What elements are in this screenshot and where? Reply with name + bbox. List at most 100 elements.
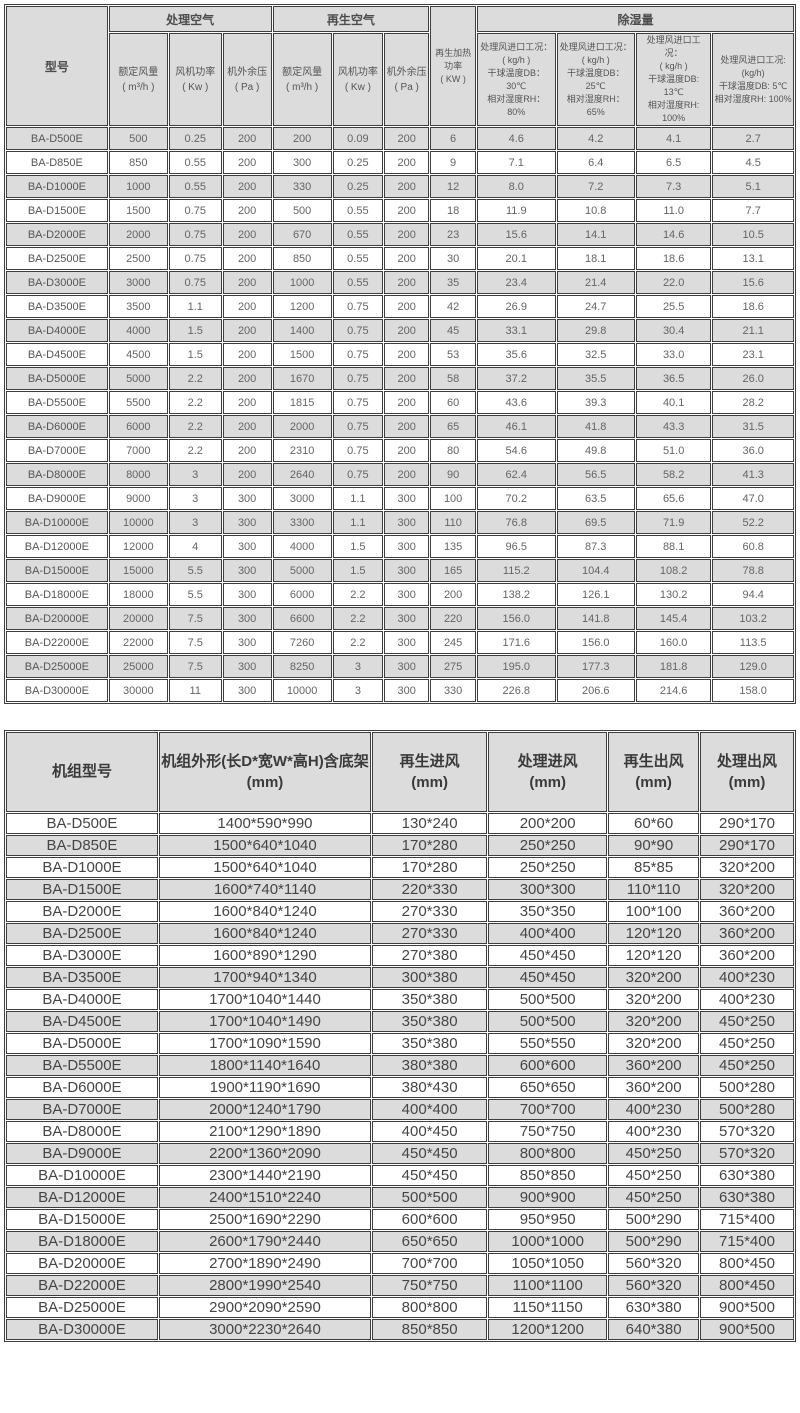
table-row: BA-D850E 850 0.55 200 300 0.25 200 9 7.1 6.4 6.5 4.…: [6, 151, 794, 175]
value-cell: 0.75: [168, 271, 222, 295]
value-cell: 360*200: [608, 1077, 699, 1099]
value-cell: 12: [430, 175, 477, 199]
value-cell: 214.6: [635, 679, 712, 703]
model-cell: BA-D1000E: [6, 175, 108, 199]
model-cell: BA-D500E: [6, 813, 158, 835]
value-cell: 200: [222, 199, 272, 223]
model-cell: BA-D8000E: [6, 1121, 158, 1143]
value-cell: 3: [168, 487, 222, 511]
value-cell: 200: [222, 415, 272, 439]
value-cell: 5500: [108, 391, 168, 415]
value-cell: 270*330: [372, 923, 488, 945]
col-header-process-external-pressure: 机外余压( Pa ): [222, 33, 272, 127]
col-header-regen-rated-airflow: 额定风量( m³/h ): [272, 33, 332, 127]
value-cell: 0.09: [332, 127, 384, 151]
value-cell: 9000: [108, 487, 168, 511]
value-cell: 10000: [108, 511, 168, 535]
value-cell: 550*550: [488, 1033, 608, 1055]
model-cell: BA-D3000E: [6, 271, 108, 295]
value-cell: 850: [272, 247, 332, 271]
col-header-process-outlet: 处理出风 (mm): [700, 732, 794, 813]
value-cell: 5.5: [168, 583, 222, 607]
value-cell: 1150*1150: [488, 1297, 608, 1319]
value-cell: 200: [430, 583, 477, 607]
value-cell: 0.55: [168, 175, 222, 199]
value-cell: 2500*1690*2290: [158, 1209, 372, 1231]
value-cell: 120*120: [608, 945, 699, 967]
model-cell: BA-D2500E: [6, 247, 108, 271]
value-cell: 96.5: [477, 535, 556, 559]
value-cell: 400*230: [700, 967, 794, 989]
value-cell: 1500*640*1040: [158, 835, 372, 857]
value-cell: 320*200: [608, 1011, 699, 1033]
col-header-unit-outline: 机组外形(长D*宽W*高H)含底架 (mm): [158, 732, 372, 813]
value-cell: 300: [384, 535, 430, 559]
model-cell: BA-D10000E: [6, 1165, 158, 1187]
value-cell: 76.8: [477, 511, 556, 535]
dimension-table-header: 机组型号 机组外形(长D*宽W*高H)含底架 (mm) 再生进风 (mm) 处理进风…: [6, 732, 794, 813]
value-cell: 200: [222, 247, 272, 271]
value-cell: 200: [384, 223, 430, 247]
table-row: BA-D5000E 5000 2.2 200 1670 0.75 200 58 37.2 35.5…: [6, 367, 794, 391]
value-cell: 245: [430, 631, 477, 655]
table-row: BA-D10000E 2300*1440*2190 450*450 850*850 45…: [6, 1165, 794, 1187]
value-cell: 800*450: [700, 1275, 794, 1297]
col-header-condition-db13-rh100: 处理风进口工况：( kg/h ) 干球温度DB: 13℃ 相对湿度RH: 100%: [635, 33, 712, 127]
table-row: BA-D30000E 30000 11 300 10000 3 300 330 226.8 206…: [6, 679, 794, 703]
value-cell: 3300: [272, 511, 332, 535]
value-cell: 0.25: [332, 151, 384, 175]
value-cell: 450*450: [488, 967, 608, 989]
value-cell: 110*110: [608, 879, 699, 901]
value-cell: 360*200: [700, 945, 794, 967]
value-cell: 35.5: [556, 367, 635, 391]
table-row: BA-D25000E 2900*2090*2590 800*800 1150*1150…: [6, 1297, 794, 1319]
table-row: BA-D30000E 3000*2230*2640 850*850 1200*1200…: [6, 1319, 794, 1341]
value-cell: 29.8: [556, 319, 635, 343]
value-cell: 300: [384, 583, 430, 607]
value-cell: 36.5: [635, 367, 712, 391]
value-cell: 200: [222, 151, 272, 175]
value-cell: 0.75: [168, 223, 222, 247]
value-cell: 400*450: [372, 1121, 488, 1143]
value-cell: 0.75: [332, 295, 384, 319]
table-row: BA-D1000E 1500*640*1040 170*280 250*250 85*8…: [6, 857, 794, 879]
value-cell: 2000*1240*1790: [158, 1099, 372, 1121]
value-cell: 560*320: [608, 1275, 699, 1297]
value-cell: 3: [332, 655, 384, 679]
value-cell: 195.0: [477, 655, 556, 679]
value-cell: 1.1: [168, 295, 222, 319]
value-cell: 226.8: [477, 679, 556, 703]
value-cell: 60.8: [712, 535, 794, 559]
value-cell: 630*380: [700, 1187, 794, 1209]
value-cell: 700*700: [488, 1099, 608, 1121]
table-row: BA-D4000E 4000 1.5 200 1400 0.75 200 45 33.1 29.8…: [6, 319, 794, 343]
value-cell: 200: [384, 439, 430, 463]
value-cell: 0.25: [168, 127, 222, 151]
value-cell: 2.2: [332, 607, 384, 631]
value-cell: 300: [222, 535, 272, 559]
value-cell: 2.7: [712, 127, 794, 151]
value-cell: 2100*1290*1890: [158, 1121, 372, 1143]
value-cell: 670: [272, 223, 332, 247]
model-cell: BA-D18000E: [6, 583, 108, 607]
value-cell: 25.5: [635, 295, 712, 319]
dimension-table-body: BA-D500E 1400*590*990 130*240 200*200 60*60 2…: [6, 813, 794, 1341]
value-cell: 3: [168, 511, 222, 535]
value-cell: 156.0: [556, 631, 635, 655]
value-cell: 18000: [108, 583, 168, 607]
value-cell: 1600*840*1240: [158, 901, 372, 923]
model-cell: BA-D500E: [6, 127, 108, 151]
performance-spec-table: 型号 处理空气 再生空气 再生加热 功率( KW ) 除湿量 额定风量( m³/h…: [4, 4, 796, 705]
model-cell: BA-D2000E: [6, 901, 158, 923]
value-cell: 2300*1440*2190: [158, 1165, 372, 1187]
value-cell: 350*350: [488, 901, 608, 923]
value-cell: 700*700: [372, 1253, 488, 1275]
table-row: BA-D2000E 2000 0.75 200 670 0.55 200 23 15.6 14.1…: [6, 223, 794, 247]
value-cell: 200: [384, 319, 430, 343]
value-cell: 2.2: [168, 415, 222, 439]
value-cell: 65.6: [635, 487, 712, 511]
value-cell: 30: [430, 247, 477, 271]
value-cell: 200: [222, 343, 272, 367]
table-row: BA-D3500E 1700*940*1340 300*380 450*450 320*…: [6, 967, 794, 989]
value-cell: 300: [384, 511, 430, 535]
